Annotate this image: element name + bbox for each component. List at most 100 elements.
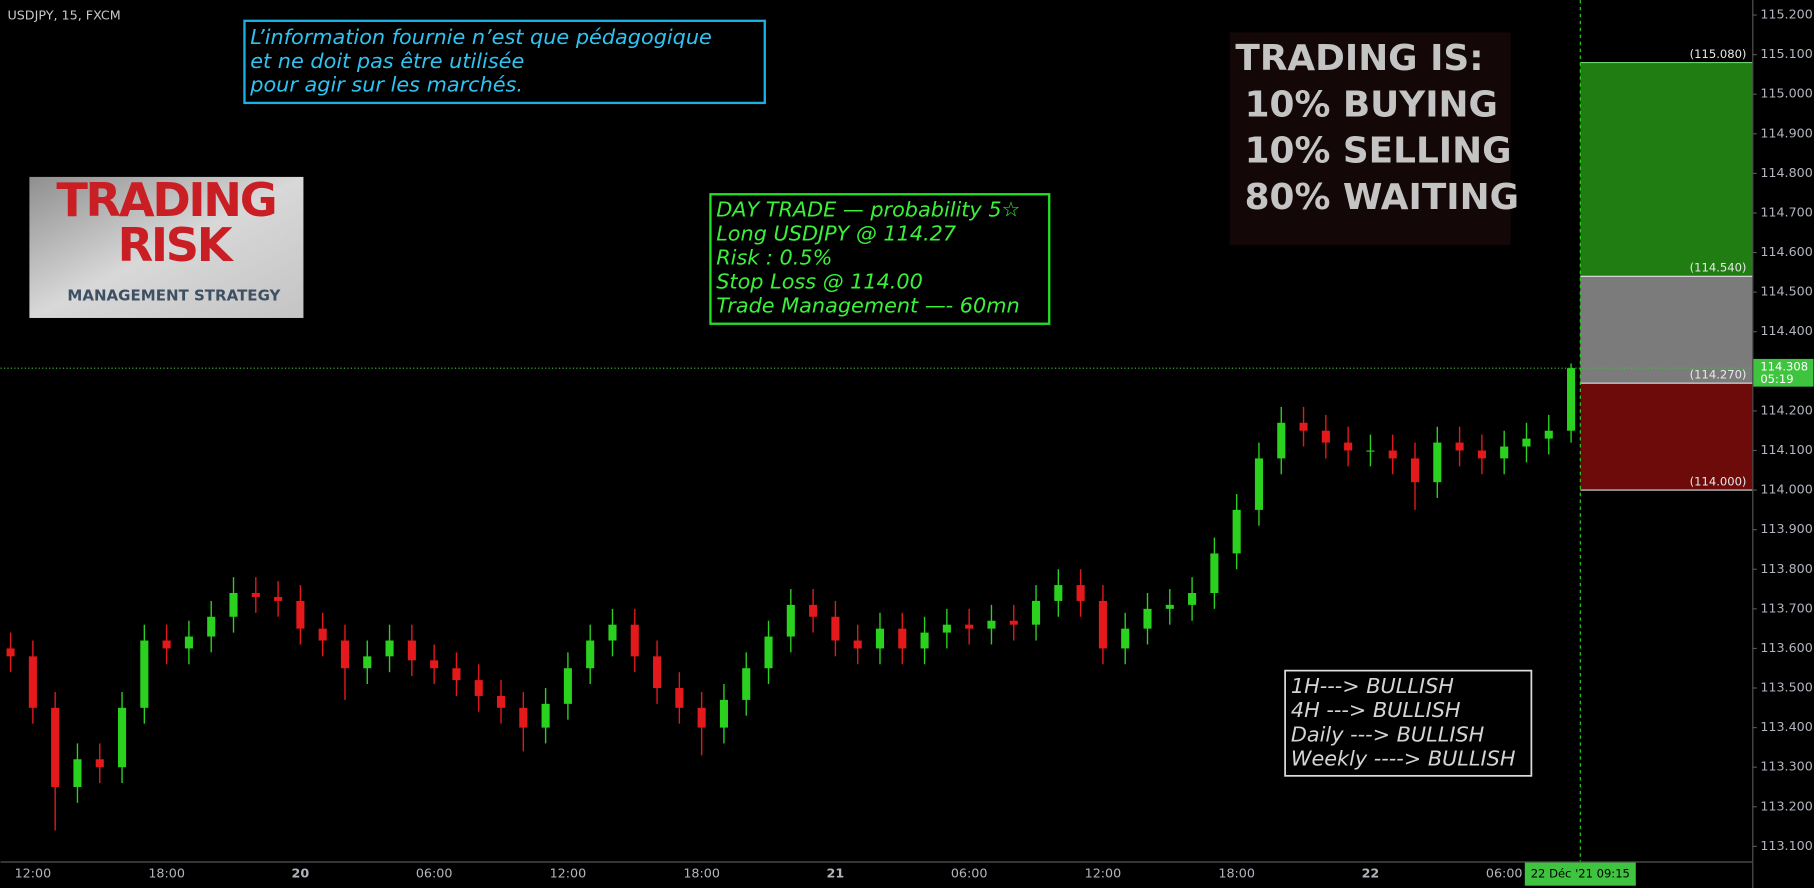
cursor-label-bg [1524,862,1636,886]
candle-body [1054,585,1063,601]
image-subtitle: MANAGEMENT STRATEGY [67,287,281,305]
candle-body [653,656,662,689]
image-title: TRADING [56,173,275,227]
trend-text: Daily ---> BULLISH [1291,722,1485,746]
motto-text: 80% WAITING [1245,177,1519,218]
trend-text: 4H ---> BULLISH [1291,698,1461,722]
y-tick-label: 113.500 [1760,680,1813,695]
candle-body [229,593,238,617]
candle-body [1500,446,1509,459]
y-tick-label: 114.000 [1760,482,1813,497]
y-tick-label: 114.800 [1760,165,1813,180]
x-tick-label: 06:00 [416,866,453,881]
candle-body [786,604,795,637]
candle-body [496,695,506,708]
disclaimer-text: pour agir sur les marchés. [249,73,523,97]
level-label: (114.270) [1690,368,1747,382]
disclaimer-box [243,19,766,105]
candle-body [809,604,818,617]
motto-box [1229,32,1511,246]
candle-body [140,640,149,708]
candle-body [1477,450,1486,459]
candle-body [474,680,483,696]
y-tick-label: 113.100 [1760,838,1813,853]
trend-text: 1H---> BULLISH [1291,674,1454,698]
candle-body [898,628,907,649]
candle-body [117,707,127,768]
x-tick-label: 18:00 [1218,866,1255,881]
x-tick-label: 12:00 [1085,866,1122,881]
candle-body [942,624,951,633]
candle-body [920,632,929,649]
candle-body [1031,600,1041,625]
candle-body [831,616,840,641]
last-price-label: 114.308 [1760,359,1808,373]
candle-body [162,640,171,649]
disclaimer-text: L’information fournie n’est que pédagogi… [250,25,712,49]
candle-body [73,759,82,787]
candle-body [1410,458,1420,483]
y-tick-label: 114.600 [1760,244,1813,259]
candle-body [1232,509,1241,554]
x-tick-label: 12:00 [15,866,52,881]
candle-body [340,640,350,669]
candle-body [1299,422,1308,431]
y-tick-label: 115.100 [1760,46,1813,61]
countdown-label: 05:19 [1760,372,1793,386]
candle-body [363,656,372,669]
motto-text: 10% BUYING [1245,84,1498,125]
trade-text: Long USDJPY @ 114.27 [716,221,957,245]
candle-body [630,624,639,657]
candle-body [296,600,305,629]
y-tick-label: 115.000 [1760,86,1813,101]
image-panel [29,176,304,318]
trade-box [709,193,1051,325]
candle-body [51,707,60,787]
candle-body [875,628,885,649]
y-tick-label: 114.700 [1760,204,1813,219]
candle-body [965,624,974,629]
candle-body [385,640,394,657]
y-tick-label: 113.800 [1760,561,1813,576]
y-tick-label: 113.200 [1760,798,1813,813]
x-tick-label: 06:00 [951,866,988,881]
candle-body [1210,553,1219,594]
position-zone [1580,383,1753,491]
candle-body [184,636,193,649]
candle-body [1121,628,1130,649]
candle-body [719,699,728,728]
candle-body [1388,450,1397,459]
candle-body [1009,620,1018,625]
candle-body [318,628,327,641]
y-tick-label: 114.200 [1760,402,1813,417]
candle-body [6,648,15,657]
x-tick-label: 12:00 [550,866,587,881]
candle-body [1321,430,1330,443]
y-tick-label: 113.300 [1760,759,1813,774]
candle-body [519,707,528,728]
position-zone [1580,276,1753,384]
level-label: (114.000) [1690,474,1747,488]
y-tick-label: 113.400 [1760,719,1813,734]
trade-text: Trade Management —- 60mn [716,294,1019,318]
candle-body [563,668,572,704]
motto-text: 10% SELLING [1245,131,1512,172]
last-price-bg [1753,358,1814,387]
candle-body [28,656,37,708]
candle-body [675,688,684,708]
level-label: (114.540) [1690,261,1747,275]
candle-body [1277,422,1286,459]
y-tick-label: 115.200 [1760,7,1813,22]
candle-body [452,668,461,681]
y-tick-label: 114.900 [1760,125,1813,140]
candle-body [1143,608,1152,629]
candle-body [207,616,216,637]
candle-body [1544,430,1553,439]
candle-body [1455,442,1464,451]
candle-body [430,660,439,669]
trend-text: Weekly ----> BULLISH [1291,747,1516,771]
x-tick-label: 18:00 [683,866,720,881]
x-tick-label: 21 [827,866,845,881]
candle-body [407,640,416,661]
candle-body [764,636,773,669]
